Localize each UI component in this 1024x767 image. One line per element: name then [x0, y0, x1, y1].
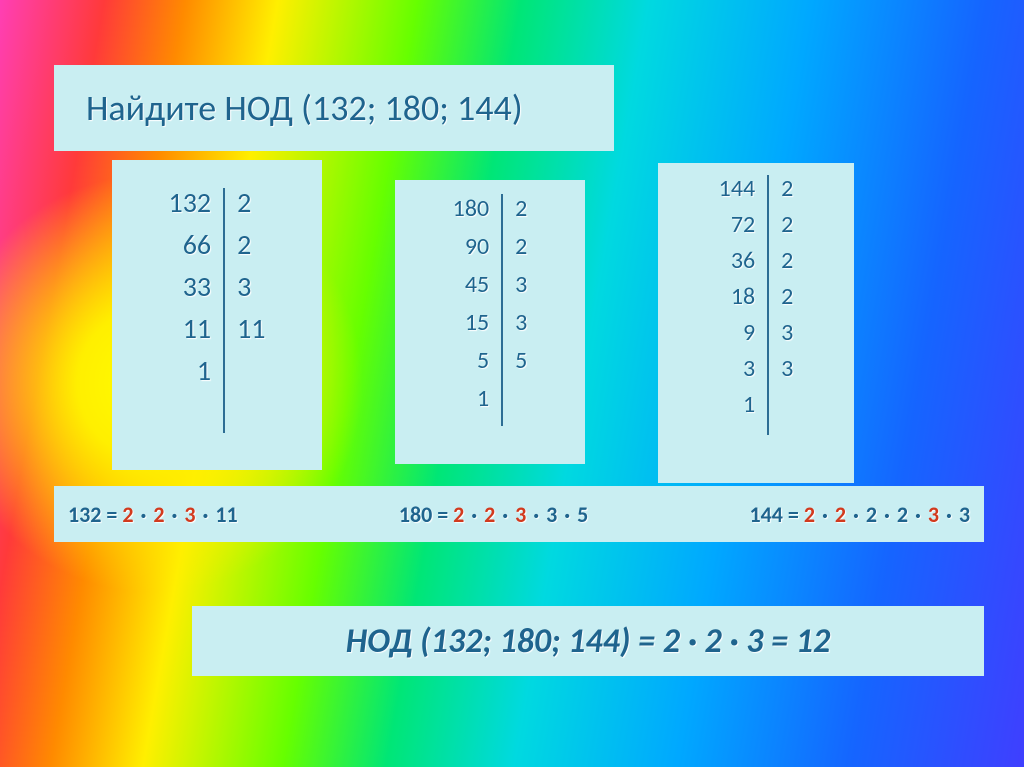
factor-column-132: 1326633111 22311	[112, 160, 322, 470]
quotient-value: 18	[731, 279, 755, 315]
equations-panel: 132 = 2 · 2 · 3 · 11 180 = 2 · 2 · 3 · 3…	[54, 486, 984, 542]
quotient-value: 1	[477, 380, 489, 418]
quotients: 144723618931	[719, 171, 766, 483]
factor-value: 2	[515, 190, 527, 228]
multiply-dot: ·	[134, 501, 154, 528]
factor: 2	[866, 501, 877, 528]
factor-value: 2	[781, 207, 793, 243]
divider-line	[223, 188, 225, 433]
factor: 2	[484, 501, 495, 528]
factor-value: 3	[781, 351, 793, 387]
quotients: 18090451551	[453, 190, 500, 464]
equation-180: 180 = 2 · 2 · 3 · 3 · 5	[399, 501, 589, 528]
multiply-dot: ·	[526, 501, 546, 528]
multiply-dot: ·	[196, 501, 216, 528]
multiply-dot: ·	[939, 501, 959, 528]
multiply-dot: ·	[495, 501, 515, 528]
multiply-dot: ·	[464, 501, 484, 528]
title-panel: Найдите НОД (132; 180; 144)	[54, 65, 614, 151]
equation-132: 132 = 2 · 2 · 3 · 11	[68, 501, 238, 528]
quotient-value: 144	[719, 171, 756, 207]
factor-value: 3	[781, 315, 793, 351]
factor: 2	[122, 501, 133, 528]
quotient-value: 72	[731, 207, 755, 243]
multiply-dot: ·	[557, 501, 577, 528]
quotient-value: 3	[743, 351, 755, 387]
factor: 2	[897, 501, 908, 528]
factor: 3	[546, 501, 557, 528]
factor: 3	[959, 501, 970, 528]
factor-value: 2	[515, 228, 527, 266]
factor-value: 2	[781, 171, 793, 207]
quotients: 1326633111	[169, 182, 222, 470]
quotient-value: 66	[183, 224, 211, 266]
factor: 3	[184, 501, 195, 528]
multiply-dot: ·	[846, 501, 866, 528]
factor-value: 11	[237, 308, 265, 350]
quotient-value: 180	[453, 190, 490, 228]
factor-column-180: 18090451551 22335	[395, 180, 585, 464]
quotient-value: 45	[465, 266, 489, 304]
factor: 2	[153, 501, 164, 528]
slide: Найдите НОД (132; 180; 144) 1326633111 2…	[26, 26, 998, 741]
quotient-value: 90	[465, 228, 489, 266]
quotient-value: 9	[743, 315, 755, 351]
factor-layout: 144723618931 222233	[658, 171, 854, 483]
equation-144: 144 = 2 · 2 · 2 · 2 · 3 · 3	[749, 501, 970, 528]
factor-value: 3	[515, 266, 527, 304]
factor-value: 3	[237, 266, 251, 308]
quotient-value: 36	[731, 243, 755, 279]
factor-value: 2	[237, 182, 251, 224]
factor: 2	[453, 501, 464, 528]
factor: 2	[804, 501, 815, 528]
factor: 3	[928, 501, 939, 528]
factor-value: 3	[515, 304, 527, 342]
quotient-value: 11	[183, 308, 211, 350]
factors: 22335	[505, 190, 527, 464]
factor: 11	[215, 501, 237, 528]
factor-value: 2	[237, 224, 251, 266]
quotient-value: 15	[465, 304, 489, 342]
divider-line	[501, 194, 503, 426]
multiply-dot: ·	[908, 501, 928, 528]
answer-text: НОД (132; 180; 144) = 2 · 2 · 3 = 12	[346, 621, 830, 662]
factor: 2	[835, 501, 846, 528]
quotient-value: 1	[743, 387, 755, 423]
factors: 22311	[227, 182, 265, 470]
factor: 5	[577, 501, 588, 528]
multiply-dot: ·	[815, 501, 835, 528]
factor-layout: 18090451551 22335	[395, 190, 585, 464]
multiply-dot: ·	[877, 501, 897, 528]
divider-line	[767, 175, 769, 435]
factor-value: 2	[781, 243, 793, 279]
title-text: Найдите НОД (132; 180; 144)	[86, 86, 523, 130]
quotient-value: 1	[197, 350, 211, 392]
quotient-value: 5	[477, 342, 489, 380]
factor-layout: 1326633111 22311	[112, 182, 322, 470]
multiply-dot: ·	[165, 501, 185, 528]
factors: 222233	[771, 171, 793, 483]
factor-value: 5	[515, 342, 527, 380]
answer-panel: НОД (132; 180; 144) = 2 · 2 · 3 = 12	[192, 606, 984, 676]
factor-value: 2	[781, 279, 793, 315]
factor: 3	[515, 501, 526, 528]
factor-column-144: 144723618931 222233	[658, 163, 854, 483]
quotient-value: 132	[169, 182, 212, 224]
quotient-value: 33	[183, 266, 211, 308]
